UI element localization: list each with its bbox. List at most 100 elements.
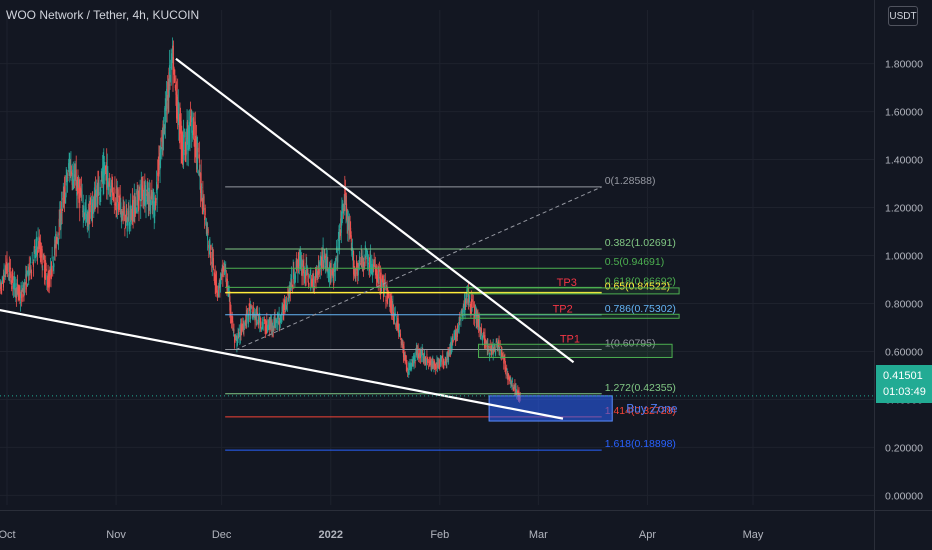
candle-body [375,269,377,280]
candle-body [10,271,12,283]
candle-body [272,327,274,330]
candle-body [156,181,158,191]
candle-body [273,318,275,327]
candle-body [93,187,95,203]
candle-body [338,228,340,234]
candle-body [313,276,315,292]
candle-body [414,362,416,364]
candle-body [482,336,484,338]
candle-body [235,336,237,340]
candle-body [489,345,491,349]
candle-body [288,289,290,302]
candle-body [487,344,489,352]
target-box [460,313,680,319]
candle-body [451,343,453,349]
candle-body [85,207,87,215]
candle-body [290,274,292,284]
candle-body [241,324,243,332]
candle-body [255,312,257,314]
candle-body [35,246,37,252]
candle-body [128,212,130,229]
candle-body [495,351,497,355]
candle-body [152,200,154,210]
candle-body [306,264,308,274]
candle-body [366,248,368,252]
candle-body [251,306,253,308]
candle-body [378,269,380,281]
candle-body [326,257,328,268]
candle-body [126,223,128,232]
candle-body [474,306,476,308]
candle-body [486,345,488,348]
candle-body [103,168,105,173]
candle-body [4,271,6,278]
fib-level-label: 0.65(0.84522) [605,281,670,293]
candle-body [85,210,87,214]
chart-title: WOO Network / Tether, 4h, KUCOIN [6,8,200,22]
candle-body [270,322,272,326]
candle-body [240,326,242,336]
candle-body [372,265,374,275]
candle-body [386,287,388,303]
candle-body [391,298,393,316]
candle-body [150,200,152,214]
candle-body [310,281,312,286]
candle-body [381,278,383,279]
y-tick-label: 1.80000 [885,59,923,71]
candle-body [73,185,75,187]
candle-body [301,263,303,276]
candle-body [102,167,104,179]
candle-body [412,357,414,364]
candle-body [84,208,86,213]
candle-body [0,282,2,285]
candle-body [517,389,519,392]
candle-body [193,124,194,135]
candle-body [334,262,336,272]
candle-body [432,360,434,364]
candle-body [280,317,282,321]
candle-body [163,126,165,128]
candle-body [269,320,271,326]
candle-body [214,270,216,286]
candle-body [290,278,292,290]
candle-body [151,190,153,193]
candle-body [249,304,251,315]
currency-button[interactable]: USDT [888,6,918,26]
candle-body [410,362,412,369]
candle-body [339,232,341,250]
candle-body [323,255,325,263]
candle-body [200,186,202,194]
candle-body [316,271,318,275]
candle-body [56,237,58,244]
candle-body [425,358,427,365]
candle-body [18,286,20,297]
candle-body [121,210,123,216]
target-label: TP1 [560,333,580,345]
candle-body [120,209,122,222]
candle-body [475,311,477,320]
candle-body [14,290,16,293]
candle-body [303,259,305,271]
candle-body [254,318,256,322]
candle-body [204,215,206,221]
candle-body [203,196,205,211]
candle-body [189,127,191,147]
candle-body [305,263,307,277]
candle-body [154,196,156,217]
candle-body [305,275,307,279]
candle-body [337,239,339,242]
candle-body [358,256,360,267]
candle-body [76,191,78,196]
target-label: TP2 [553,303,573,315]
candle-body [211,261,213,264]
candle-body [109,185,111,196]
candle-body [452,340,454,343]
fib-level-label: 1.272(0.42355) [605,382,676,394]
candle-body [477,313,479,325]
candle-body [453,332,455,340]
candle-body [407,373,409,375]
x-tick-label: Mar [529,529,548,541]
last-price-value: 0.41501 [883,370,923,382]
candle-body [8,274,10,280]
